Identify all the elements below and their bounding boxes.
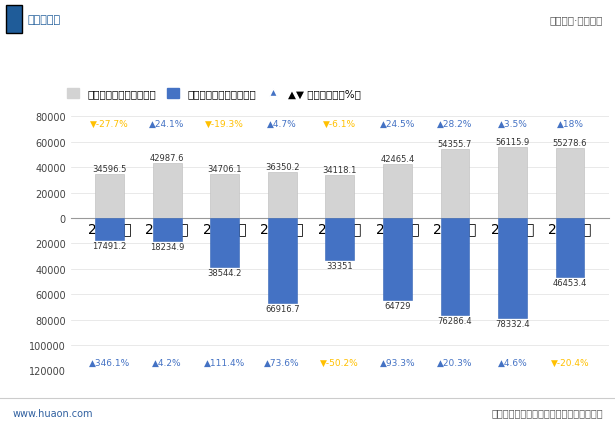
Text: ▲4.2%: ▲4.2% (153, 358, 182, 367)
Bar (555, 149, 584, 219)
FancyBboxPatch shape (6, 6, 22, 35)
Bar (268, 219, 296, 303)
Text: 专业严谨·客观科学: 专业严谨·客观科学 (549, 15, 603, 25)
Bar (498, 219, 527, 318)
Text: 46453.4: 46453.4 (553, 279, 587, 288)
Bar (268, 173, 296, 219)
Text: ▲73.6%: ▲73.6% (264, 358, 300, 367)
Bar (325, 175, 354, 219)
Text: 数据来源：中国海关，华经产业研究院整理: 数据来源：中国海关，华经产业研究院整理 (491, 408, 603, 417)
Text: ▲18%: ▲18% (557, 120, 584, 129)
Text: www.huaon.com: www.huaon.com (12, 408, 93, 417)
Text: 18234.9: 18234.9 (150, 243, 184, 252)
Text: ▲24.5%: ▲24.5% (379, 120, 415, 129)
Bar (210, 219, 239, 268)
Text: 34596.5: 34596.5 (92, 165, 127, 174)
Text: 64729: 64729 (384, 302, 411, 311)
Text: 38544.2: 38544.2 (207, 268, 242, 277)
Text: 36350.2: 36350.2 (265, 162, 300, 171)
Text: ▲4.6%: ▲4.6% (498, 358, 527, 367)
Bar (210, 175, 239, 219)
Text: ▼-20.4%: ▼-20.4% (550, 358, 589, 367)
Text: ▲93.3%: ▲93.3% (379, 358, 415, 367)
Bar (153, 164, 181, 219)
Text: 66916.7: 66916.7 (265, 304, 300, 314)
Text: ▼-19.3%: ▼-19.3% (205, 120, 244, 129)
Bar (153, 219, 181, 242)
Text: 33351: 33351 (327, 262, 353, 271)
Legend: 出口商品总值（万美元）, 进口商品总值（万美元）, ▲▼ 同比增长率（%）: 出口商品总值（万美元）, 进口商品总值（万美元）, ▲▼ 同比增长率（%） (66, 89, 360, 99)
Bar (440, 219, 469, 315)
Bar (383, 219, 411, 301)
Bar (440, 150, 469, 219)
Text: ▲111.4%: ▲111.4% (204, 358, 245, 367)
Text: ▼-6.1%: ▼-6.1% (323, 120, 356, 129)
Text: ▼-27.7%: ▼-27.7% (90, 120, 129, 129)
Bar (383, 165, 411, 219)
Text: 42465.4: 42465.4 (380, 155, 415, 164)
Text: ▲24.1%: ▲24.1% (149, 120, 185, 129)
Text: 34706.1: 34706.1 (207, 164, 242, 173)
Bar (555, 219, 584, 277)
Text: ▲4.7%: ▲4.7% (268, 120, 297, 129)
Text: 34118.1: 34118.1 (323, 165, 357, 174)
Text: ▲20.3%: ▲20.3% (437, 358, 473, 367)
Text: ▼-50.2%: ▼-50.2% (320, 358, 359, 367)
Text: 78332.4: 78332.4 (495, 319, 530, 328)
Bar (95, 219, 124, 241)
Text: 54355.7: 54355.7 (438, 140, 472, 149)
Text: 55278.6: 55278.6 (553, 138, 587, 147)
Text: 华经情报网: 华经情报网 (28, 15, 61, 25)
Text: 56115.9: 56115.9 (495, 138, 530, 147)
Text: ▲28.2%: ▲28.2% (437, 120, 472, 129)
Text: ▲346.1%: ▲346.1% (89, 358, 130, 367)
Bar (95, 175, 124, 219)
Bar (325, 219, 354, 261)
Text: ▲3.5%: ▲3.5% (498, 120, 528, 129)
Text: 2016-2024年10月中国与特立尼达和多巴哥进、出口商品总值: 2016-2024年10月中国与特立尼达和多巴哥进、出口商品总值 (155, 55, 460, 70)
Text: 17491.2: 17491.2 (92, 242, 127, 250)
Text: 76286.4: 76286.4 (438, 316, 472, 325)
Text: 42987.6: 42987.6 (150, 154, 184, 163)
Bar (498, 147, 527, 219)
